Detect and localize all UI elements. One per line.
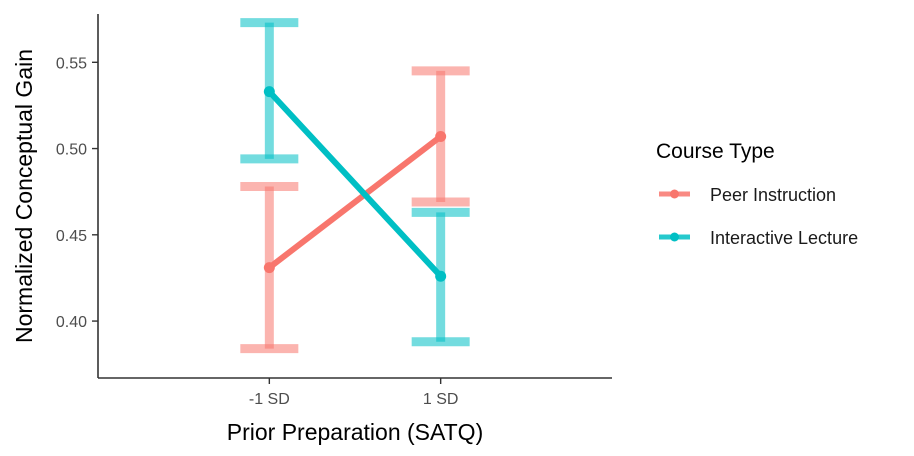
y-ticks-layer: 0.40 0.45 0.50 0.55	[56, 55, 98, 331]
x-tick-label: -1 SD	[249, 391, 290, 408]
data-points-layer	[263, 86, 447, 282]
y-tick-label: 0.50	[56, 142, 87, 159]
series-line-interactive-lecture	[266, 88, 444, 280]
legend-label: Peer Instruction	[710, 185, 836, 205]
y-tick-label: 0.40	[56, 314, 87, 331]
legend-item-peer-instruction: Peer Instruction	[659, 185, 836, 205]
legend-key-point	[670, 232, 679, 242]
x-axis-title: Prior Preparation (SATQ)	[227, 419, 483, 445]
legend: Course Type Peer Instruction Interactive…	[656, 140, 858, 248]
data-point-peer-instruction	[263, 262, 275, 274]
error-bars-layer	[240, 18, 470, 354]
x-tick-label: 1 SD	[423, 391, 459, 408]
data-point-interactive-lecture	[435, 270, 447, 282]
legend-item-interactive-lecture: Interactive Lecture	[659, 228, 858, 248]
y-tick-label: 0.55	[56, 55, 87, 72]
series-line-peer-instruction	[266, 133, 444, 271]
x-ticks-layer: -1 SD 1 SD	[249, 378, 459, 408]
y-axis-title: Normalized Conceptual Gain	[11, 49, 37, 343]
legend-label: Interactive Lecture	[710, 228, 858, 248]
y-tick-label: 0.45	[56, 228, 87, 245]
legend-key-point	[670, 189, 679, 199]
series-lines-layer	[266, 88, 444, 280]
data-point-interactive-lecture	[263, 86, 275, 98]
data-point-peer-instruction	[435, 130, 447, 142]
legend-title: Course Type	[656, 140, 775, 163]
